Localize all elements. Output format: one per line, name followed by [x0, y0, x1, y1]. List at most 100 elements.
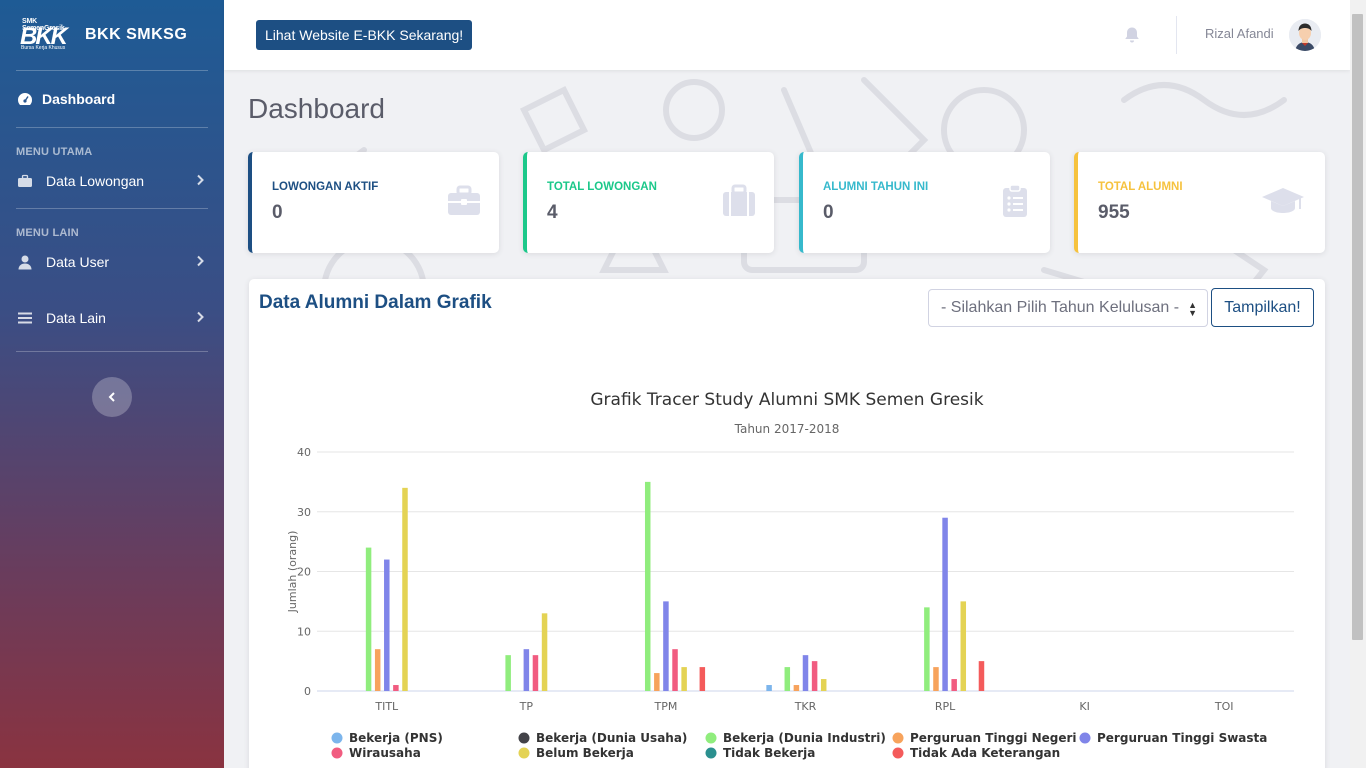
view-website-button[interactable]: Lihat Website E-BKK Sekarang! — [256, 20, 472, 50]
section-heading-main: MENU UTAMA — [0, 128, 224, 158]
alumni-chart-panel: Data Alumni Dalam Grafik - Silahkan Pili… — [249, 279, 1325, 768]
bar — [672, 649, 678, 691]
sidebar-item-label: Data Lain — [46, 310, 196, 326]
legend-marker — [519, 748, 530, 759]
sidebar-item-label: Dashboard — [42, 91, 208, 107]
sidebar-divider — [16, 351, 208, 352]
x-tick-label: TKR — [794, 700, 817, 713]
bar — [951, 679, 957, 691]
stat-card-label: LOWONGAN AKTIF — [272, 181, 378, 193]
stat-card-alumni-tahun-ini[interactable]: ALUMNI TAHUN INI 0 — [799, 152, 1050, 253]
bars-icon — [16, 310, 34, 326]
bar — [785, 667, 791, 691]
bar — [961, 601, 967, 691]
topbar: Lihat Website E-BKK Sekarang! Rizal Afan… — [224, 0, 1350, 70]
legend-marker — [893, 748, 904, 759]
briefcase-icon — [447, 184, 481, 218]
graduation-cap-icon — [1261, 184, 1305, 218]
x-tick-label: TITL — [374, 700, 399, 713]
bar — [812, 661, 818, 691]
x-tick-label: KI — [1079, 700, 1089, 713]
stat-card-label: ALUMNI TAHUN INI — [823, 181, 928, 193]
bar — [366, 548, 372, 691]
section-heading-other: MENU LAIN — [0, 209, 224, 239]
tachometer-icon — [16, 91, 34, 107]
brand-name: BKK SMKSG — [85, 26, 187, 44]
stat-card-value: 4 — [547, 202, 558, 224]
bar — [681, 667, 687, 691]
bar — [654, 673, 660, 691]
brand-logo-sub: Bursa Kerja Khusus — [21, 45, 65, 51]
y-tick-label: 40 — [297, 446, 311, 459]
legend-entry: Belum Bekerja — [536, 746, 634, 760]
legend-marker — [893, 733, 904, 744]
briefcase-icon — [16, 173, 34, 189]
legend-marker — [706, 733, 717, 744]
brand[interactable]: SMK SemenGresik BKK Bursa Kerja Khusus B… — [0, 0, 224, 70]
bar — [766, 685, 772, 691]
x-tick-label: TOI — [1214, 700, 1234, 713]
x-tick-label: RPL — [935, 700, 956, 713]
bar — [645, 482, 651, 691]
chart-title: Grafik Tracer Study Alumni SMK Semen Gre… — [590, 390, 983, 410]
bar — [924, 607, 930, 691]
bell-icon[interactable] — [1124, 26, 1140, 44]
bar — [542, 613, 548, 691]
user-icon — [16, 254, 34, 270]
user-name[interactable]: Rizal Afandi — [1205, 26, 1274, 41]
stat-card-total-alumni[interactable]: TOTAL ALUMNI 955 — [1074, 152, 1325, 253]
sidebar-item-data-user[interactable]: Data User — [0, 239, 224, 285]
legend-marker — [1080, 733, 1091, 744]
bar — [663, 601, 669, 691]
bar — [979, 661, 985, 691]
chevron-right-icon — [196, 311, 208, 326]
legend-entry: Bekerja (PNS) — [349, 731, 443, 745]
legend-entry: Tidak Ada Keterangan — [910, 746, 1060, 760]
chevron-left-icon — [107, 391, 117, 403]
stat-card-lowongan-aktif[interactable]: LOWONGAN AKTIF 0 — [248, 152, 499, 253]
stat-card-label: TOTAL LOWONGAN — [547, 181, 657, 193]
bar — [821, 679, 827, 691]
bar — [402, 488, 408, 691]
x-tick-label: TPM — [654, 700, 678, 713]
sidebar-item-label: Data User — [46, 254, 196, 270]
bar — [384, 560, 390, 691]
stat-card-value: 955 — [1098, 202, 1130, 224]
y-tick-label: 30 — [297, 506, 311, 519]
clipboard-list-icon — [998, 184, 1032, 218]
avatar[interactable] — [1289, 19, 1321, 51]
y-tick-label: 0 — [304, 685, 311, 698]
sidebar-item-dashboard[interactable]: Dashboard — [0, 71, 224, 127]
x-tick-label: TP — [519, 700, 534, 713]
sidebar-toggle-button[interactable] — [92, 377, 132, 417]
suitcase-icon — [722, 184, 756, 218]
y-axis-label: Jumlah (orang) — [286, 531, 299, 614]
bar — [393, 685, 399, 691]
legend-entry: Bekerja (Dunia Usaha) — [536, 731, 687, 745]
bar — [375, 649, 381, 691]
legend-entry: Perguruan Tinggi Swasta — [1097, 731, 1267, 745]
sidebar-item-data-lain[interactable]: Data Lain — [0, 285, 224, 351]
page-title: Dashboard — [248, 93, 385, 125]
legend-entry: Perguruan Tinggi Negeri — [910, 731, 1077, 745]
bar — [803, 655, 809, 691]
stat-card-label: TOTAL ALUMNI — [1098, 181, 1183, 193]
sidebar-item-label: Data Lowongan — [46, 173, 196, 189]
chevron-right-icon — [196, 255, 208, 270]
tracer-study-chart: Grafik Tracer Study Alumni SMK Semen Gre… — [249, 279, 1325, 768]
bar — [700, 667, 706, 691]
y-tick-label: 20 — [297, 566, 311, 579]
stat-card-value: 0 — [272, 202, 283, 224]
bar — [942, 518, 948, 691]
legend-entry: Tidak Bekerja — [723, 746, 815, 760]
bar — [524, 649, 530, 691]
topbar-divider — [1176, 16, 1177, 54]
legend-marker — [332, 733, 343, 744]
stat-card-total-lowongan[interactable]: TOTAL LOWONGAN 4 — [523, 152, 774, 253]
legend-marker — [519, 733, 530, 744]
sidebar-item-data-lowongan[interactable]: Data Lowongan — [0, 158, 224, 204]
scrollbar-thumb[interactable] — [1352, 14, 1363, 640]
legend-entry: Bekerja (Dunia Industri) — [723, 731, 886, 745]
chart-subtitle: Tahun 2017-2018 — [734, 422, 840, 436]
legend-marker — [706, 748, 717, 759]
